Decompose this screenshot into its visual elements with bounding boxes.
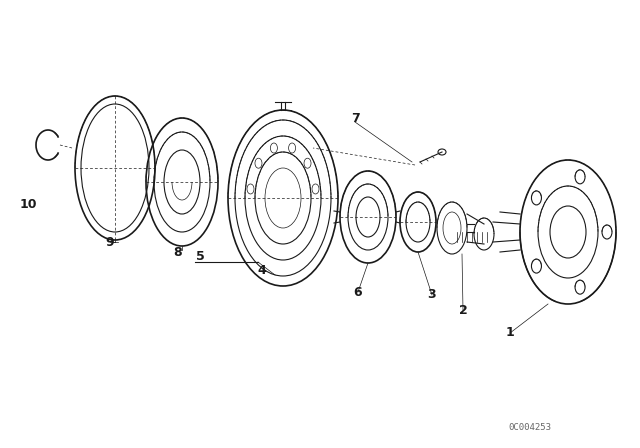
Text: 5: 5 — [196, 250, 204, 263]
Text: 10: 10 — [19, 198, 36, 211]
Text: 4: 4 — [258, 263, 266, 276]
Text: 6: 6 — [354, 285, 362, 298]
Text: 3: 3 — [428, 289, 436, 302]
Text: 0C004253: 0C004253 — [509, 423, 552, 432]
Text: 7: 7 — [351, 112, 360, 125]
Text: 2: 2 — [459, 303, 467, 316]
Text: 1: 1 — [506, 327, 515, 340]
Text: 9: 9 — [106, 236, 115, 249]
Text: 8: 8 — [173, 246, 182, 258]
